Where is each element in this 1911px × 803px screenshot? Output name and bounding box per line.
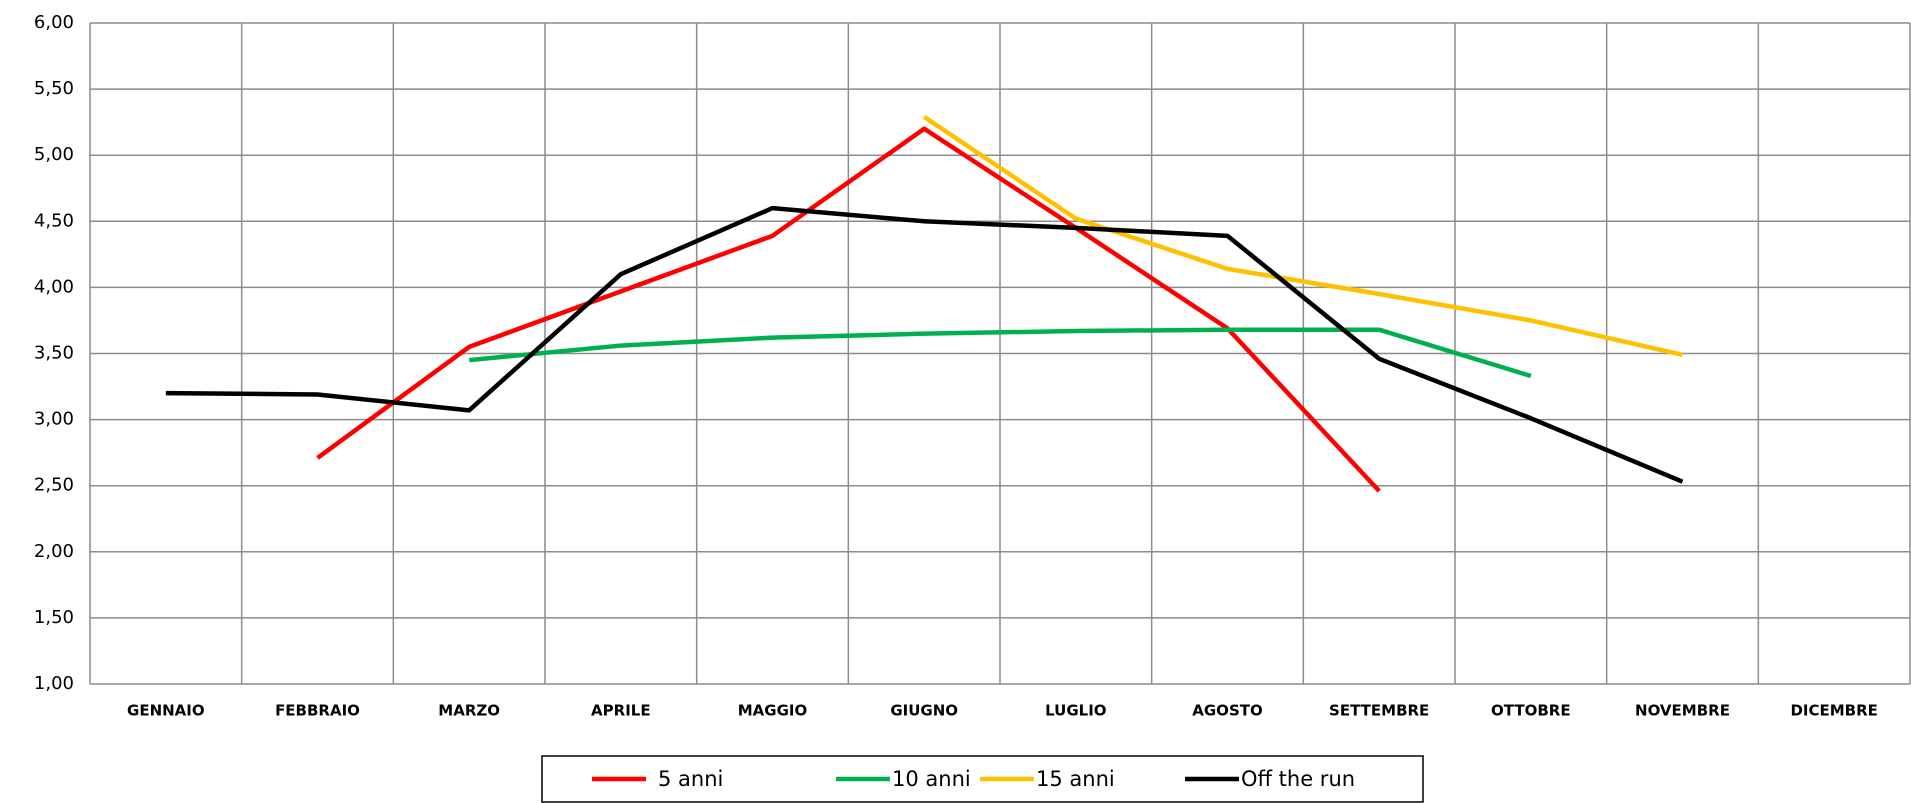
y-tick-label: 3,50 (34, 343, 74, 364)
y-tick-label: 2,50 (34, 475, 74, 496)
x-tick-label: MARZO (438, 702, 500, 720)
x-tick-label: OTTOBRE (1491, 702, 1571, 720)
y-tick-label: 1,50 (34, 607, 74, 628)
y-tick-label: 1,00 (34, 673, 74, 694)
x-tick-label: GENNAIO (127, 702, 205, 720)
legend-label: 10 anni (892, 767, 971, 791)
x-tick-label: APRILE (591, 702, 651, 720)
y-tick-label: 3,00 (34, 409, 74, 430)
x-tick-label: FEBBRAIO (275, 702, 360, 720)
legend-label: 5 anni (658, 767, 723, 791)
x-tick-label: MAGGIO (738, 702, 808, 720)
y-tick-label: 6,00 (34, 12, 74, 33)
y-tick-label: 2,00 (34, 541, 74, 562)
x-tick-label: SETTEMBRE (1329, 702, 1429, 720)
x-tick-label: DICEMBRE (1790, 702, 1877, 720)
series-line (922, 114, 1683, 358)
y-tick-label: 4,00 (34, 276, 74, 297)
y-tick-label: 5,50 (34, 78, 74, 99)
x-tick-label: NOVEMBRE (1635, 702, 1730, 720)
series-line (468, 327, 1532, 379)
y-tick-label: 4,50 (34, 210, 74, 231)
y-tick-label: 5,00 (34, 144, 74, 165)
x-tick-label: GIUGNO (890, 702, 958, 720)
legend-label: 15 anni (1036, 767, 1115, 791)
legend-label: Off the run (1241, 767, 1355, 791)
series-line (165, 205, 1684, 484)
x-tick-label: AGOSTO (1192, 702, 1262, 720)
x-tick-label: LUGLIO (1045, 702, 1106, 720)
series-line (316, 126, 1381, 493)
